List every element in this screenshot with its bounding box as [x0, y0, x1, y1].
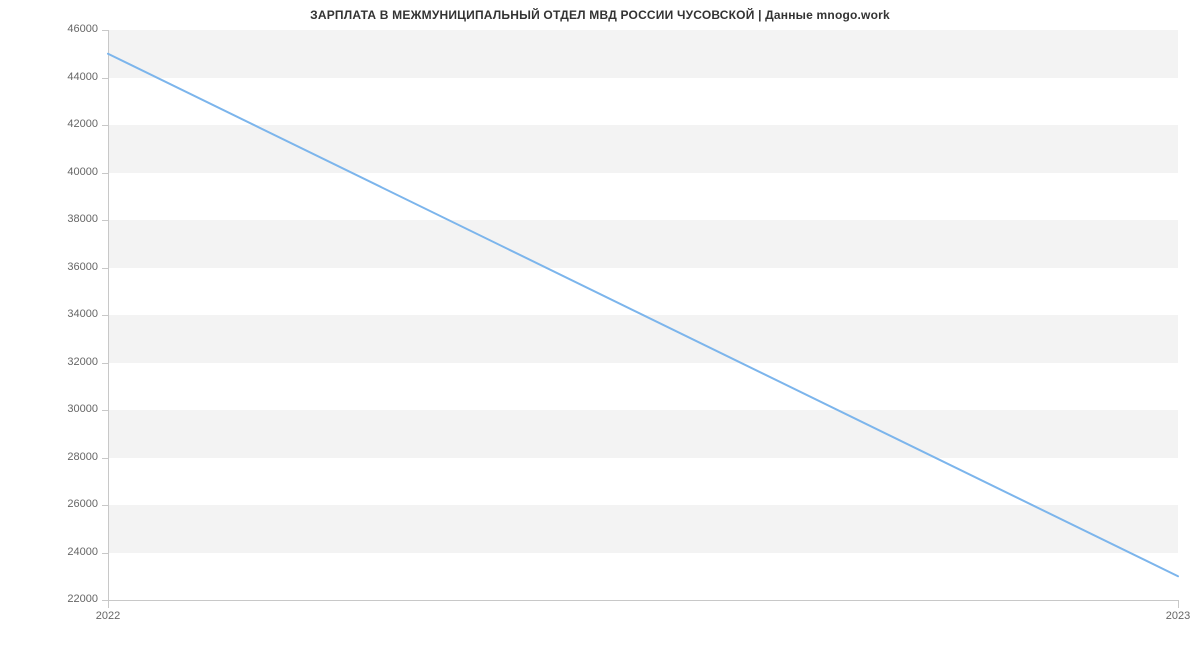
series-layer [108, 30, 1178, 600]
chart-container: ЗАРПЛАТА В МЕЖМУНИЦИПАЛЬНЫЙ ОТДЕЛ МВД РО… [0, 0, 1200, 650]
y-tick-label: 38000 [48, 213, 98, 225]
y-tick-label: 30000 [48, 403, 98, 415]
y-tick-label: 26000 [48, 498, 98, 510]
y-tick-label: 42000 [48, 118, 98, 130]
y-tick-label: 32000 [48, 356, 98, 368]
y-tick-label: 44000 [48, 71, 98, 83]
y-tick-label: 28000 [48, 451, 98, 463]
y-tick-label: 46000 [48, 23, 98, 35]
y-tick-label: 34000 [48, 308, 98, 320]
x-axis-line [108, 600, 1178, 601]
plot-area: 2200024000260002800030000320003400036000… [108, 30, 1178, 600]
x-tick-label: 2022 [78, 610, 138, 622]
y-tick-label: 36000 [48, 261, 98, 273]
y-tick-label: 40000 [48, 166, 98, 178]
x-tick-label: 2023 [1148, 610, 1200, 622]
y-tick-label: 24000 [48, 546, 98, 558]
series-line [108, 54, 1178, 577]
x-tick [1178, 600, 1179, 608]
x-tick [108, 600, 109, 608]
y-tick-label: 22000 [48, 593, 98, 605]
chart-title: ЗАРПЛАТА В МЕЖМУНИЦИПАЛЬНЫЙ ОТДЕЛ МВД РО… [0, 8, 1200, 22]
